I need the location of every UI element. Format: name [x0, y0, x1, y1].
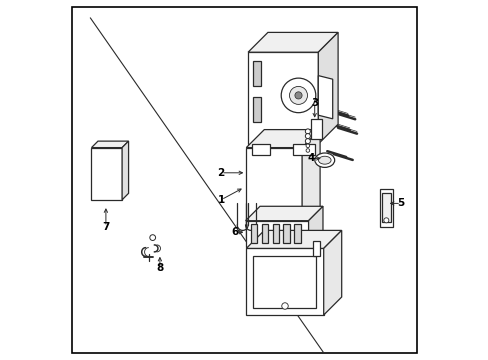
- Polygon shape: [272, 224, 279, 243]
- Circle shape: [305, 139, 310, 144]
- Circle shape: [294, 92, 302, 99]
- Polygon shape: [379, 189, 392, 227]
- Polygon shape: [251, 144, 269, 155]
- Polygon shape: [245, 206, 322, 221]
- Circle shape: [383, 218, 388, 223]
- Polygon shape: [292, 144, 314, 155]
- Polygon shape: [318, 76, 332, 119]
- Polygon shape: [261, 224, 268, 243]
- Text: 3: 3: [310, 98, 318, 108]
- Polygon shape: [318, 32, 337, 144]
- Polygon shape: [308, 206, 322, 247]
- Circle shape: [281, 78, 315, 113]
- Circle shape: [305, 134, 310, 139]
- Polygon shape: [302, 130, 320, 239]
- Circle shape: [305, 129, 310, 134]
- Text: 7: 7: [102, 222, 109, 232]
- Polygon shape: [253, 97, 261, 122]
- Text: 2: 2: [217, 168, 224, 178]
- Polygon shape: [247, 52, 318, 144]
- Text: 6: 6: [231, 227, 239, 237]
- Polygon shape: [246, 130, 320, 148]
- Text: 1: 1: [217, 195, 224, 205]
- Text: 5: 5: [397, 198, 404, 208]
- Polygon shape: [253, 256, 316, 308]
- Polygon shape: [91, 148, 122, 200]
- Circle shape: [305, 144, 309, 148]
- Polygon shape: [310, 119, 321, 139]
- Polygon shape: [250, 224, 257, 243]
- Polygon shape: [381, 193, 390, 222]
- Ellipse shape: [314, 153, 334, 167]
- Polygon shape: [283, 224, 289, 243]
- Polygon shape: [246, 248, 323, 315]
- Circle shape: [289, 86, 307, 104]
- Polygon shape: [253, 61, 261, 86]
- Polygon shape: [245, 221, 308, 247]
- Circle shape: [305, 149, 309, 152]
- Polygon shape: [312, 241, 320, 256]
- Polygon shape: [246, 148, 302, 239]
- Ellipse shape: [318, 156, 330, 164]
- Text: 4: 4: [307, 153, 314, 163]
- Polygon shape: [91, 141, 128, 148]
- Polygon shape: [294, 224, 300, 243]
- Polygon shape: [323, 230, 341, 315]
- Polygon shape: [246, 230, 341, 248]
- Polygon shape: [247, 32, 337, 52]
- Text: 8: 8: [156, 263, 163, 273]
- Circle shape: [281, 303, 287, 309]
- Polygon shape: [122, 141, 128, 200]
